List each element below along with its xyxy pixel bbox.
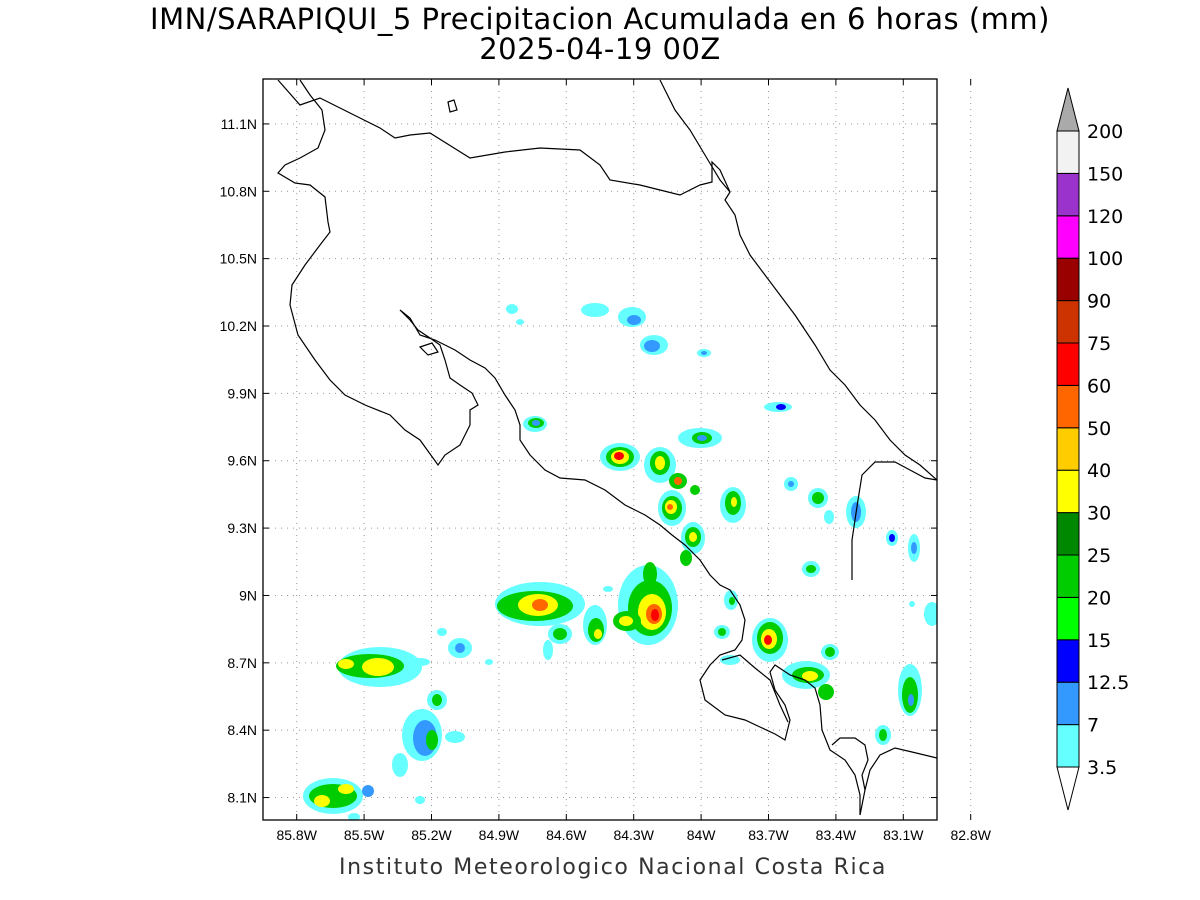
colorbar-under-triangle: [1056, 766, 1080, 811]
colorbar-label: 7: [1087, 715, 1099, 737]
map-date: 2025-04-19 00Z: [479, 32, 721, 66]
colorbar-over-triangle: [1056, 87, 1080, 132]
precip-cell: [752, 477, 937, 745]
lon-tick-label: 83.1W: [883, 827, 924, 843]
lon-tick-label: 83.4W: [816, 827, 857, 843]
lat-tick-label: 9.6N: [227, 453, 257, 469]
panama-border: [851, 461, 937, 580]
colorbar-label: 30: [1087, 503, 1111, 525]
map-title: IMN/SARAPIQUI_5 Precipitacion Acumulada …: [150, 2, 1050, 36]
caribbean-coast: [659, 79, 937, 481]
isla-del-caño: [447, 99, 458, 113]
colorbar-label: 40: [1087, 460, 1111, 482]
precip-cell: [506, 304, 547, 432]
colorbar-swatch: [1056, 172, 1080, 217]
lon-tick-label: 84.9W: [479, 827, 520, 843]
lon-tick-label: 84.3W: [613, 827, 654, 843]
colorbar-label: 150: [1087, 163, 1123, 185]
lat-tick-label: 10.8N: [220, 183, 257, 199]
map-frame: [262, 78, 938, 821]
colorbar-label: 50: [1087, 418, 1111, 440]
panama-pacific-coast: [859, 747, 937, 816]
colorbar-label: 12.5: [1087, 672, 1129, 694]
lon-tick-label: 84W: [687, 827, 717, 843]
precip-cell: [437, 562, 740, 665]
precip-cell: [581, 303, 792, 412]
colorbar-label: 90: [1087, 291, 1111, 313]
burica: [831, 737, 869, 791]
pacific-coast-nicoya: [277, 79, 861, 815]
colorbar-label: 60: [1087, 375, 1111, 397]
colorbar-swatch: [1056, 427, 1080, 471]
lat-tick-label: 8.1N: [227, 790, 257, 806]
colorbar-swatch: [1056, 639, 1080, 683]
colorbar-swatch: [1056, 300, 1080, 344]
footer-credit: Instituto Meteorologico Nacional Costa R…: [339, 855, 887, 880]
lat-tick-label: 10.5N: [220, 251, 257, 267]
lat-tick-label: 10.2N: [220, 318, 257, 334]
colorbar-label: 100: [1087, 248, 1123, 270]
latitude-axis: 11.1N 10.8N 10.5N 10.2N 9.9N 9.6N 9.3N 9N 8.7N 8.…: [220, 116, 937, 806]
precip-cell: [303, 601, 915, 820]
colorbar-label: 3.5: [1087, 757, 1117, 779]
colorbar-swatch: [1056, 257, 1080, 302]
lat-tick-label: 9N: [239, 587, 257, 603]
lon-tick-label: 85.5W: [344, 827, 385, 843]
colorbar-swatch: [1056, 512, 1080, 556]
colorbar-swatch: [1056, 469, 1080, 514]
lon-tick-label: 84.6W: [546, 827, 587, 843]
lake-island: [418, 342, 439, 356]
map-gridlines: [263, 79, 972, 820]
precipitation-field: [303, 303, 937, 820]
lon-tick-label: 85.8W: [276, 827, 317, 843]
colorbar-swatch: [1056, 596, 1080, 641]
colorbar-swatch: [1056, 215, 1080, 259]
lon-tick-label: 85.2W: [411, 827, 452, 843]
colorbar-swatch: [1056, 681, 1080, 726]
colorbar: 3.5 7 12.5 15 20 25 30 40 50 60 75 90 100 120 150 200: [1056, 87, 1129, 811]
lat-tick-label: 8.4N: [227, 722, 257, 738]
colorbar-label: 120: [1087, 206, 1123, 228]
colorbar-swatch: [1056, 724, 1080, 768]
colorbar-label: 25: [1087, 545, 1111, 567]
colorbar-swatch: [1056, 554, 1080, 598]
lat-tick-label: 11.1N: [221, 116, 257, 132]
lat-tick-label: 9.3N: [227, 520, 257, 536]
lat-tick-label: 9.9N: [227, 385, 257, 401]
lon-tick-label: 83.7W: [748, 827, 789, 843]
lat-tick-label: 8.7N: [227, 655, 257, 671]
colorbar-swatch: [1056, 130, 1080, 174]
coastlines: [277, 79, 937, 816]
nicaragua-border: [277, 79, 731, 196]
colorbar-swatch: [1056, 384, 1080, 429]
colorbar-swatch: [1056, 342, 1080, 386]
colorbar-label: 200: [1087, 121, 1123, 143]
osa-peninsula: [721, 654, 789, 723]
colorbar-label: 75: [1087, 333, 1111, 355]
precip-cell: [600, 428, 746, 566]
colorbar-label: 15: [1087, 630, 1111, 652]
colorbar-label: 20: [1087, 587, 1111, 609]
lon-tick-label: 82.8W: [950, 827, 991, 843]
longitude-axis: 85.8W 85.5W 85.2W 84.9W 84.6W 84.3W 84W 83.7W 83…: [276, 79, 992, 843]
